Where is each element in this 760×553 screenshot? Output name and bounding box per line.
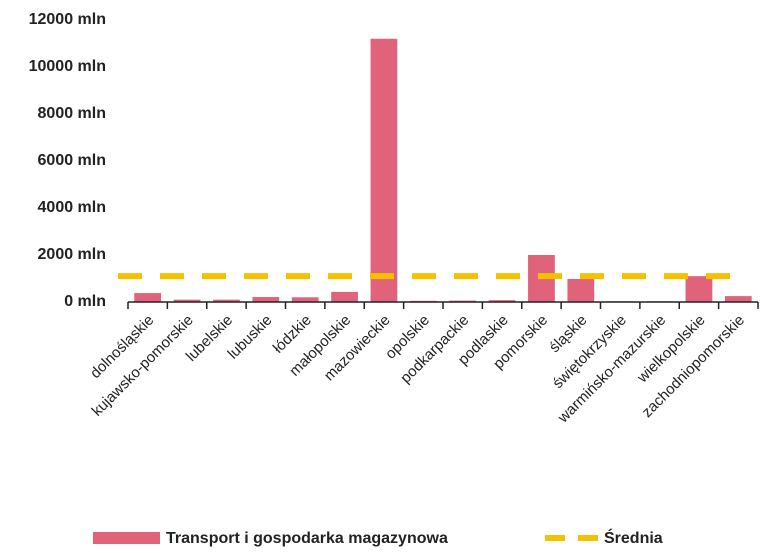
bar <box>370 38 398 303</box>
bar <box>724 296 752 302</box>
legend-swatch <box>93 532 160 544</box>
y-tick-label: 12000 mln <box>29 11 106 28</box>
x-tick-label: lubuskie <box>225 312 276 363</box>
legend-label: Średnia <box>604 528 663 547</box>
bar <box>134 293 162 302</box>
bar <box>252 297 280 302</box>
y-tick-label: 10000 mln <box>29 58 106 75</box>
y-tick-label: 4000 mln <box>38 199 106 216</box>
bar <box>488 300 516 302</box>
legend-label: Transport i gospodarka magazynowa <box>166 530 448 547</box>
y-tick-label: 8000 mln <box>38 105 106 122</box>
bar <box>173 299 201 302</box>
y-tick-label: 0 mln <box>64 293 106 310</box>
y-tick-label: 6000 mln <box>38 152 106 169</box>
bar <box>331 291 358 302</box>
bar <box>685 276 713 302</box>
bar <box>213 299 240 302</box>
bar <box>291 297 319 302</box>
y-tick-label: 2000 mln <box>38 246 106 263</box>
bar <box>567 278 595 302</box>
